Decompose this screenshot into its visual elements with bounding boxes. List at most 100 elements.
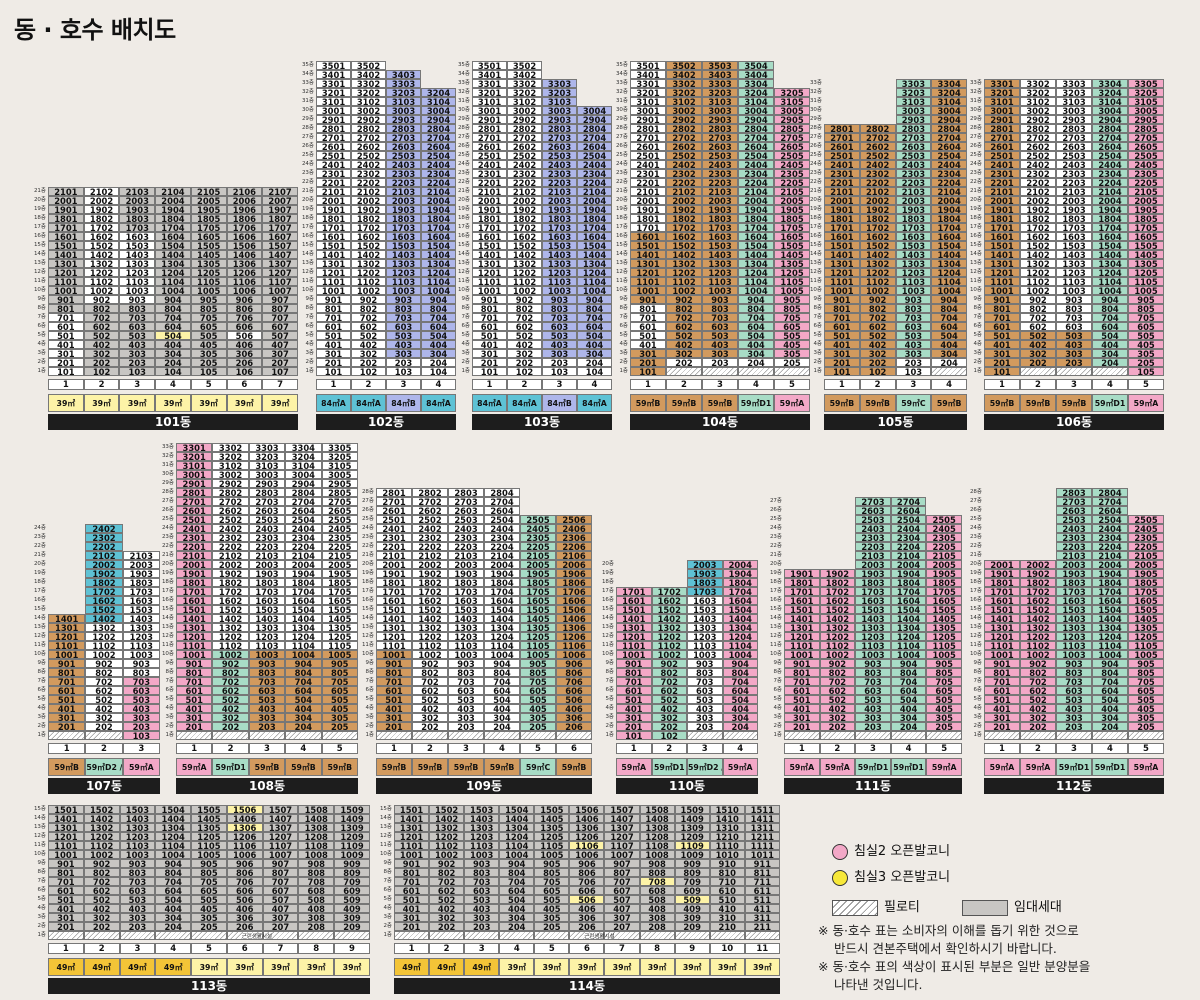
unit-cell[interactable]: 3005 [321,470,358,479]
unit-cell[interactable]: 409 [674,904,710,913]
unit-cell[interactable]: 206 [569,922,605,931]
unit-cell[interactable]: 1605 [321,596,358,605]
unit-cell[interactable]: 1105 [190,277,227,286]
unit-cell[interactable]: 801 [472,304,507,313]
unit-cell[interactable]: 703 [464,877,500,886]
unit-cell[interactable]: 1001 [984,650,1020,659]
unit-cell[interactable]: 302 [212,713,249,722]
unit-cell[interactable]: 1607 [262,232,298,241]
unit-cell[interactable]: 501 [394,895,430,904]
unit-cell[interactable]: 1706 [556,587,592,596]
unit-cell[interactable]: 404 [738,340,774,349]
unit-cell[interactable]: 2902 [507,115,542,124]
unit-cell[interactable]: 2405 [774,160,810,169]
unit-cell[interactable]: 2303 [702,169,738,178]
unit-cell[interactable]: 2404 [1092,160,1128,169]
unit-cell[interactable]: 1005 [321,650,358,659]
unit-cell[interactable]: 2003 [1056,196,1092,205]
unit-cell[interactable]: 802 [412,668,448,677]
unit-cell[interactable]: 806 [226,868,263,877]
unit-cell[interactable]: 401 [824,340,860,349]
unit-cell[interactable]: 2305 [321,533,358,542]
unit-cell[interactable]: 1502 [85,605,123,614]
unit-cell[interactable]: 704 [722,677,758,686]
unit-cell[interactable]: 1906 [556,569,592,578]
unit-cell[interactable]: 1001 [48,850,84,859]
unit-cell[interactable]: 1803 [855,578,891,587]
unit-cell[interactable]: 201 [616,722,652,731]
unit-cell[interactable]: 603 [1056,686,1092,695]
unit-cell[interactable]: 1103 [687,641,723,650]
unit-cell[interactable]: 603 [687,686,723,695]
unit-cell[interactable]: 1507 [262,241,298,250]
unit-cell[interactable]: 1511 [744,805,780,814]
unit-cell[interactable]: 1803 [119,214,156,223]
unit-cell[interactable]: 1905 [520,569,556,578]
unit-cell[interactable]: 2302 [212,533,249,542]
unit-cell[interactable]: 3102 [212,461,249,470]
unit-cell[interactable]: 2104 [285,551,322,560]
unit-cell[interactable]: 1803 [1056,214,1092,223]
unit-cell[interactable]: 801 [984,304,1020,313]
unit-cell[interactable]: 401 [376,704,412,713]
unit-cell[interactable]: 102 [651,731,687,740]
unit-cell[interactable]: 702 [1020,677,1056,686]
unit-cell[interactable]: 1603 [119,232,156,241]
unit-cell[interactable]: 1002 [1020,286,1056,295]
unit-cell[interactable]: 1602 [351,232,386,241]
unit-cell[interactable]: 1702 [212,587,249,596]
unit-cell[interactable]: 3204 [421,88,456,97]
unit-cell[interactable]: 1501 [824,241,860,250]
unit-cell[interactable]: 3105 [1128,97,1164,106]
unit-cell[interactable]: 1805 [520,578,556,587]
unit-cell[interactable]: 304 [722,713,758,722]
unit-cell[interactable]: 301 [176,713,213,722]
unit-cell[interactable]: 303 [542,349,577,358]
unit-cell[interactable]: 1301 [316,259,351,268]
unit-cell[interactable]: 206 [226,358,263,367]
unit-cell[interactable]: 502 [83,895,120,904]
unit-cell[interactable]: 2202 [412,542,448,551]
unit-cell[interactable]: 1301 [48,259,84,268]
unit-cell[interactable]: 1903 [1056,205,1092,214]
unit-cell[interactable]: 307 [262,913,299,922]
unit-cell[interactable]: 2202 [1020,178,1056,187]
unit-cell[interactable]: 2007 [262,196,298,205]
unit-cell[interactable]: 904 [484,659,520,668]
unit-cell[interactable]: 304 [421,349,456,358]
unit-cell[interactable]: 3001 [176,470,213,479]
unit-cell[interactable]: 203 [464,922,500,931]
unit-cell[interactable]: 1004 [722,650,758,659]
unit-cell[interactable]: 803 [119,868,156,877]
unit-cell[interactable]: 2101 [176,551,213,560]
unit-cell[interactable]: 2901 [316,115,351,124]
unit-cell[interactable]: 1010 [709,850,745,859]
unit-cell[interactable]: 1009 [334,850,370,859]
unit-cell[interactable]: 3301 [630,79,666,88]
unit-cell[interactable]: 3202 [1020,88,1056,97]
unit-cell[interactable]: 306 [226,913,263,922]
unit-cell[interactable]: 205 [191,922,227,931]
unit-cell[interactable]: 2304 [931,169,967,178]
unit-cell[interactable]: 301 [984,349,1020,358]
unit-cell[interactable]: 1802 [351,214,386,223]
unit-cell[interactable]: 402 [819,704,856,713]
unit-cell[interactable]: 804 [484,668,520,677]
unit-cell[interactable]: 2602 [666,142,702,151]
unit-cell[interactable]: 704 [484,677,520,686]
unit-cell[interactable]: 2903 [248,479,286,488]
unit-cell[interactable]: 1003 [248,650,286,659]
unit-cell[interactable]: 1305 [520,623,556,632]
unit-cell[interactable]: 702 [212,677,249,686]
unit-cell[interactable]: 3401 [472,70,507,79]
unit-cell[interactable]: 2603 [895,142,932,151]
unit-cell[interactable]: 3301 [472,79,507,88]
unit-cell[interactable]: 1201 [376,632,412,641]
unit-cell[interactable]: 2603 [855,506,891,515]
unit-cell[interactable]: 1601 [824,232,860,241]
unit-cell[interactable]: 1005 [534,850,570,859]
unit-cell[interactable]: 1702 [819,587,856,596]
unit-cell[interactable]: 902 [1020,659,1056,668]
unit-cell[interactable]: 1302 [83,259,120,268]
unit-cell[interactable]: 504 [155,331,191,340]
